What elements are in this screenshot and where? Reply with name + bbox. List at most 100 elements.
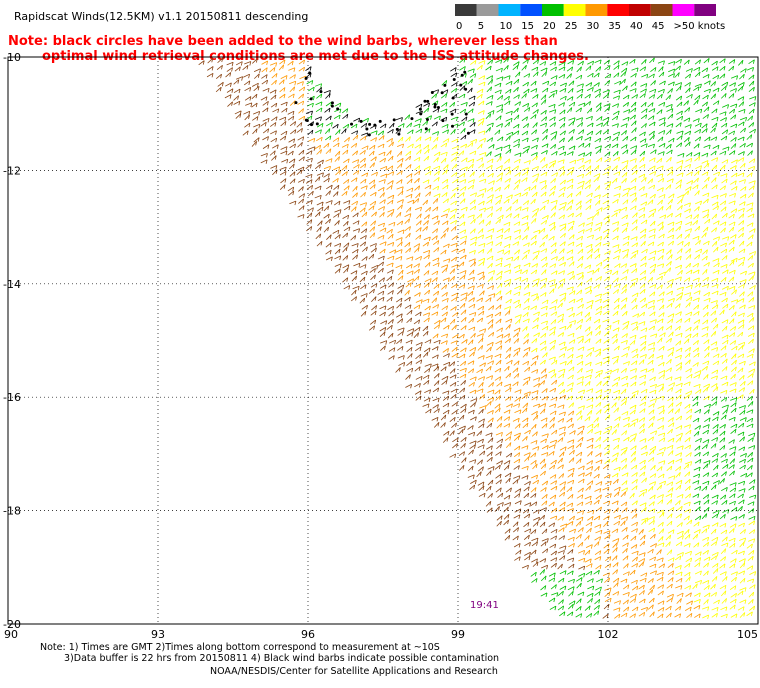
wind-barb — [622, 416, 630, 421]
wind-barb — [613, 304, 620, 310]
wind-barb-flag — [643, 408, 646, 413]
wind-barb — [712, 416, 719, 421]
wind-barb — [461, 339, 468, 344]
wind-barb — [710, 331, 717, 337]
wind-barb-flag — [221, 65, 223, 70]
wind-barb-flag — [346, 255, 349, 260]
wind-barb-flag — [238, 66, 241, 71]
wind-barb — [532, 122, 538, 128]
wind-barb-flag — [475, 139, 478, 144]
wind-barb-flag — [482, 193, 484, 198]
wind-barb — [540, 122, 547, 127]
wind-barb — [251, 102, 258, 108]
wind-barb-flag — [455, 172, 458, 177]
wind-barb-flag — [509, 324, 511, 329]
wind-barb — [343, 226, 351, 231]
wind-barb-flag — [420, 299, 423, 304]
wind-barb-flag — [400, 151, 403, 156]
wind-barb-flag — [491, 158, 494, 164]
wind-barb — [279, 166, 287, 171]
wind-barb-flag — [735, 208, 738, 213]
wind-barb-flag — [229, 72, 232, 77]
wind-barb — [596, 106, 602, 113]
wind-barb-flag — [284, 167, 287, 172]
wind-barb — [522, 402, 528, 409]
wind-barb-flag — [446, 184, 449, 190]
wind-barb-flag — [616, 359, 619, 364]
wind-barb-flag — [671, 113, 674, 119]
wind-barb — [442, 164, 449, 170]
wind-barb — [701, 184, 708, 190]
wind-barb-flag — [690, 94, 693, 99]
wind-barb-flag — [525, 254, 528, 259]
wind-barb — [622, 149, 629, 155]
wind-barb — [342, 246, 348, 253]
wind-barb — [604, 250, 611, 255]
wind-barb-flag — [328, 178, 330, 183]
wind-barb-flag — [752, 389, 755, 394]
wind-barb — [604, 73, 611, 79]
wind-barb — [674, 72, 680, 78]
wind-barb — [746, 241, 753, 247]
wind-barb-flag — [572, 60, 575, 65]
wind-barb — [667, 234, 674, 239]
wind-barb — [684, 107, 690, 113]
wind-barb — [424, 136, 432, 141]
wind-barb — [649, 208, 656, 213]
wind-barb-flag — [750, 241, 753, 247]
wind-barb-flag — [689, 124, 692, 129]
wind-barb — [665, 94, 671, 101]
wind-barb-flag — [526, 207, 529, 212]
wind-barb-flag — [508, 423, 511, 428]
wind-barb — [712, 424, 719, 429]
wind-barb — [603, 276, 610, 282]
wind-barb — [494, 89, 502, 94]
wind-barb — [539, 359, 546, 365]
wind-barb — [405, 232, 411, 239]
wind-barb — [621, 382, 629, 387]
wind-barb-flag — [563, 102, 565, 107]
wind-barb — [729, 332, 735, 338]
wind-barb-flag — [597, 267, 600, 273]
wind-barb — [414, 366, 421, 372]
wind-barb-flag — [473, 326, 476, 332]
wind-barb-flag — [492, 389, 495, 395]
wind-barb-flag — [401, 190, 404, 196]
wind-barb-flag — [453, 193, 456, 198]
wind-barb — [630, 253, 636, 260]
wind-barb-flag — [618, 157, 620, 162]
wind-barb — [595, 221, 603, 226]
wind-barb-flag — [544, 403, 547, 408]
wind-barb-flag — [716, 386, 719, 391]
wind-barb-flag — [553, 331, 556, 336]
wind-barb — [692, 395, 699, 402]
wind-barb-flag — [617, 368, 619, 373]
wind-barb-flag — [736, 75, 738, 80]
wind-barb — [387, 155, 394, 162]
wind-barb-flag — [735, 103, 738, 109]
wind-barb-flag — [589, 198, 592, 204]
wind-barb — [514, 314, 522, 318]
wind-barb — [513, 338, 519, 344]
wind-barb — [629, 58, 636, 64]
wind-barb-flag — [708, 292, 710, 297]
wind-barb — [684, 130, 691, 135]
wind-barb — [576, 173, 584, 178]
wind-barb — [719, 221, 727, 226]
wind-barb-flag — [518, 264, 521, 270]
wind-barb-flag — [536, 293, 538, 298]
wind-barb-flag — [445, 169, 448, 174]
wind-barb-flag — [544, 292, 547, 297]
wind-barb — [638, 213, 646, 219]
wind-barb — [694, 83, 702, 87]
wind-barb — [577, 281, 583, 288]
wind-barb — [737, 319, 745, 324]
wind-barb — [550, 311, 557, 316]
wind-barb — [325, 101, 332, 107]
wind-barb-flag — [563, 66, 566, 71]
wind-barb — [433, 176, 440, 182]
wind-barb — [648, 184, 655, 189]
wind-barb-flag — [735, 186, 738, 191]
wind-barb-flag — [455, 200, 457, 206]
wind-barb-flag — [519, 101, 521, 106]
